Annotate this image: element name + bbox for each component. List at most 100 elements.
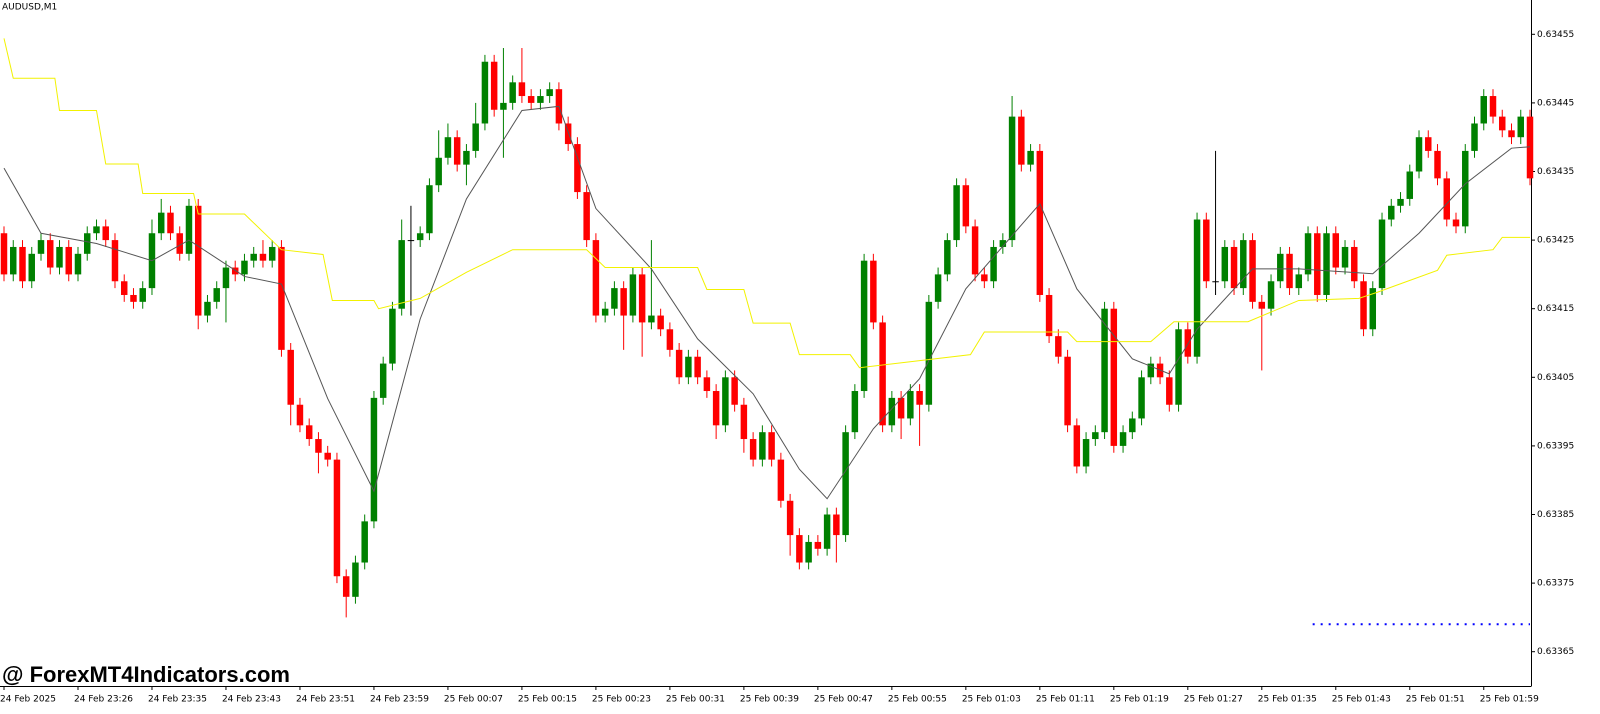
candle-body xyxy=(805,541,812,563)
indicator-line xyxy=(3,105,1531,500)
candle-body xyxy=(999,240,1007,247)
y-tick-label: 0.63425 xyxy=(1537,236,1574,246)
y-tick-label: 0.63385 xyxy=(1537,510,1574,520)
candle-body xyxy=(1092,432,1099,440)
candle-body xyxy=(416,233,424,241)
candle-body xyxy=(361,521,368,563)
candle-body xyxy=(1110,308,1118,446)
candle-body xyxy=(204,301,211,316)
candle-body xyxy=(879,322,886,426)
candle-body xyxy=(342,576,350,597)
indicator-line xyxy=(3,38,1530,369)
candle-body xyxy=(574,144,581,193)
candle-body xyxy=(1425,137,1432,151)
candle-body xyxy=(749,439,757,460)
y-tick-label: 0.63445 xyxy=(1537,98,1574,108)
candle-body xyxy=(666,329,674,350)
candle-body xyxy=(944,240,951,275)
chart-title: AUDUSD,M1 xyxy=(2,3,57,13)
candle-body xyxy=(851,391,859,433)
candle-body xyxy=(407,240,415,242)
candle-body xyxy=(1008,116,1016,241)
candle-body xyxy=(601,308,609,316)
candle-body xyxy=(1036,150,1044,295)
candle-body xyxy=(971,226,979,275)
candle-body xyxy=(694,356,701,378)
candle-body xyxy=(907,391,914,419)
x-tick-label: 24 Feb 23:59 xyxy=(370,695,429,705)
candle-body xyxy=(1517,116,1524,138)
candle-body xyxy=(1286,253,1293,289)
candle-body xyxy=(130,294,137,302)
candle-body xyxy=(740,404,748,440)
x-tick-label: 25 Feb 01:51 xyxy=(1406,695,1465,705)
candle-body xyxy=(74,253,82,275)
candle-body xyxy=(389,308,396,364)
candle-body xyxy=(1406,171,1414,199)
candle-body xyxy=(1314,233,1321,295)
candle-body xyxy=(638,274,646,323)
candle-body xyxy=(981,274,988,282)
candle-body xyxy=(222,267,230,289)
candle-body xyxy=(897,397,905,419)
candle-body xyxy=(176,233,183,254)
candle-body xyxy=(185,205,193,254)
candle-body xyxy=(888,397,896,426)
candle-body xyxy=(1471,123,1478,151)
candle-body xyxy=(1147,363,1155,378)
candle-body xyxy=(453,137,461,165)
candle-body xyxy=(268,246,276,261)
candle-body xyxy=(1397,198,1404,206)
candle-body xyxy=(1212,281,1219,283)
candle-body xyxy=(712,391,720,426)
candle-body xyxy=(685,356,692,378)
candle-body xyxy=(1304,233,1312,275)
x-tick-label: 25 Feb 00:47 xyxy=(814,695,873,705)
candle-body xyxy=(444,137,452,158)
x-tick-label: 25 Feb 01:43 xyxy=(1332,695,1391,705)
candle-body xyxy=(1499,116,1506,131)
x-tick-label: 25 Feb 00:07 xyxy=(444,695,503,705)
candle-body xyxy=(1073,425,1081,467)
x-tick-label: 25 Feb 01:11 xyxy=(1036,695,1095,705)
candle-body xyxy=(583,192,590,241)
candle-body xyxy=(1203,219,1210,282)
x-tick-label: 25 Feb 00:15 xyxy=(518,695,577,705)
x-tick-label: 25 Feb 01:03 xyxy=(962,695,1021,705)
candle-body xyxy=(1452,219,1460,227)
x-tick-label: 25 Feb 01:19 xyxy=(1110,695,1169,705)
candle-body xyxy=(648,315,655,323)
candle-body xyxy=(703,377,711,392)
candle-body xyxy=(1064,356,1071,426)
candle-body xyxy=(675,349,683,378)
x-tick-label: 25 Feb 01:59 xyxy=(1480,695,1539,705)
candle-body xyxy=(842,432,849,536)
candle-body xyxy=(1129,418,1136,433)
candle-body xyxy=(518,82,526,97)
candle-body xyxy=(47,240,54,268)
candle-body xyxy=(796,535,803,563)
candle-body xyxy=(564,123,572,145)
candle-body xyxy=(296,404,304,426)
candle-body xyxy=(1166,377,1173,405)
candle-body xyxy=(481,61,489,124)
candle-body xyxy=(241,260,248,275)
x-tick-label: 25 Feb 01:27 xyxy=(1184,695,1243,705)
candle-body xyxy=(1055,336,1062,357)
candle-body xyxy=(629,274,637,316)
candle-body xyxy=(759,432,766,460)
x-tick-label: 25 Feb 00:55 xyxy=(888,695,947,705)
candle-body xyxy=(157,212,165,234)
candle-body xyxy=(370,397,378,522)
candle-body xyxy=(509,82,516,103)
candle-body xyxy=(1332,233,1340,268)
candle-body xyxy=(250,253,257,261)
candle-body xyxy=(28,253,35,282)
y-tick-label: 0.63405 xyxy=(1537,373,1574,383)
candle-body xyxy=(213,288,220,302)
candle-body xyxy=(823,514,831,549)
candle-body xyxy=(916,391,923,405)
y-tick-label: 0.63375 xyxy=(1537,579,1574,589)
